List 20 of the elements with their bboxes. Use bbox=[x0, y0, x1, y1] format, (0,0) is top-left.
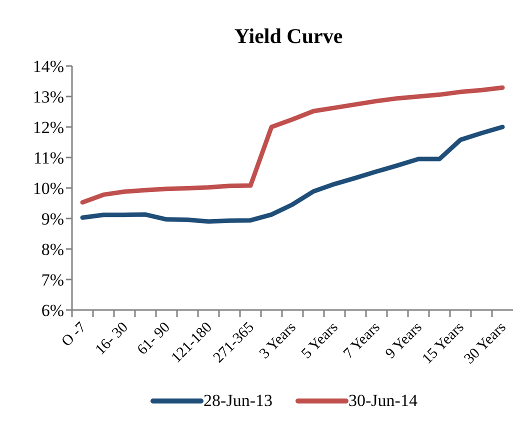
line-series bbox=[80, 124, 505, 224]
legend-label: 28-Jun-13 bbox=[204, 391, 272, 411]
x-tick-label: 3 Years bbox=[256, 319, 300, 362]
y-tick-label: 12% bbox=[32, 118, 64, 138]
x-tick-label: 61- 90 bbox=[134, 320, 174, 358]
y-tick-label: 11% bbox=[33, 148, 64, 168]
chart-title: Yield Curve bbox=[233, 24, 344, 48]
y-tick-label: 14% bbox=[32, 57, 64, 76]
y-tick-label: 10% bbox=[32, 179, 64, 198]
x-tick-label: 16- 30 bbox=[92, 320, 132, 358]
line-series bbox=[80, 85, 505, 205]
y-tick-label: 6% bbox=[41, 301, 64, 320]
y-tick-label: 13% bbox=[32, 88, 64, 107]
legend-label: 30-Jun-14 bbox=[348, 391, 418, 411]
y-tick-label: 8% bbox=[41, 240, 64, 260]
x-tick-label: O -7 bbox=[58, 319, 90, 350]
y-tick-label: 9% bbox=[41, 210, 64, 229]
y-tick-label: 7% bbox=[41, 270, 64, 290]
x-tick-label: 7 Years bbox=[340, 319, 384, 362]
x-tick-label: 5 Years bbox=[298, 319, 342, 362]
